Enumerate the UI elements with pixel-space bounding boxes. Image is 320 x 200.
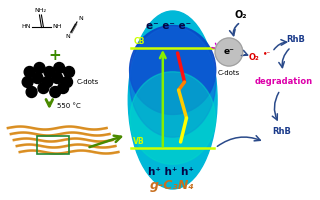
- Circle shape: [44, 66, 55, 77]
- Ellipse shape: [130, 25, 216, 114]
- Circle shape: [64, 66, 75, 77]
- Circle shape: [38, 82, 49, 94]
- Circle shape: [42, 76, 53, 88]
- Text: +: +: [48, 47, 61, 62]
- Text: •⁻: •⁻: [263, 50, 272, 56]
- Text: NH₂: NH₂: [35, 8, 46, 13]
- Text: g-C₃N₄: g-C₃N₄: [150, 179, 195, 192]
- Text: CB: CB: [133, 37, 145, 46]
- Text: h⁺ h⁺ h⁺: h⁺ h⁺ h⁺: [148, 167, 194, 177]
- Circle shape: [58, 82, 68, 94]
- Bar: [37, 136, 69, 154]
- Ellipse shape: [130, 27, 216, 137]
- Circle shape: [24, 66, 35, 77]
- Text: C-dots: C-dots: [218, 70, 240, 76]
- Text: RhB: RhB: [272, 128, 291, 136]
- Ellipse shape: [130, 72, 215, 164]
- Circle shape: [26, 86, 37, 98]
- Circle shape: [50, 86, 61, 98]
- Circle shape: [34, 62, 45, 73]
- Circle shape: [62, 76, 73, 88]
- Text: N: N: [65, 34, 70, 39]
- Circle shape: [54, 62, 65, 73]
- Text: NH: NH: [52, 24, 62, 29]
- Text: e⁻: e⁻: [223, 46, 234, 55]
- Text: O₂: O₂: [249, 52, 260, 62]
- Text: e⁻ e⁻ e⁻: e⁻ e⁻ e⁻: [146, 21, 191, 31]
- Text: C-dots: C-dots: [77, 79, 99, 85]
- Ellipse shape: [128, 11, 217, 189]
- Text: N: N: [78, 16, 83, 21]
- Circle shape: [215, 38, 243, 66]
- Text: degradation: degradation: [255, 77, 313, 86]
- Text: O₂: O₂: [235, 10, 247, 20]
- Text: HN: HN: [21, 24, 31, 29]
- Text: 550 °C: 550 °C: [57, 103, 81, 109]
- Circle shape: [22, 76, 33, 88]
- Circle shape: [52, 72, 63, 84]
- Circle shape: [32, 72, 43, 84]
- Text: RhB: RhB: [287, 36, 306, 45]
- Text: VB: VB: [133, 137, 145, 146]
